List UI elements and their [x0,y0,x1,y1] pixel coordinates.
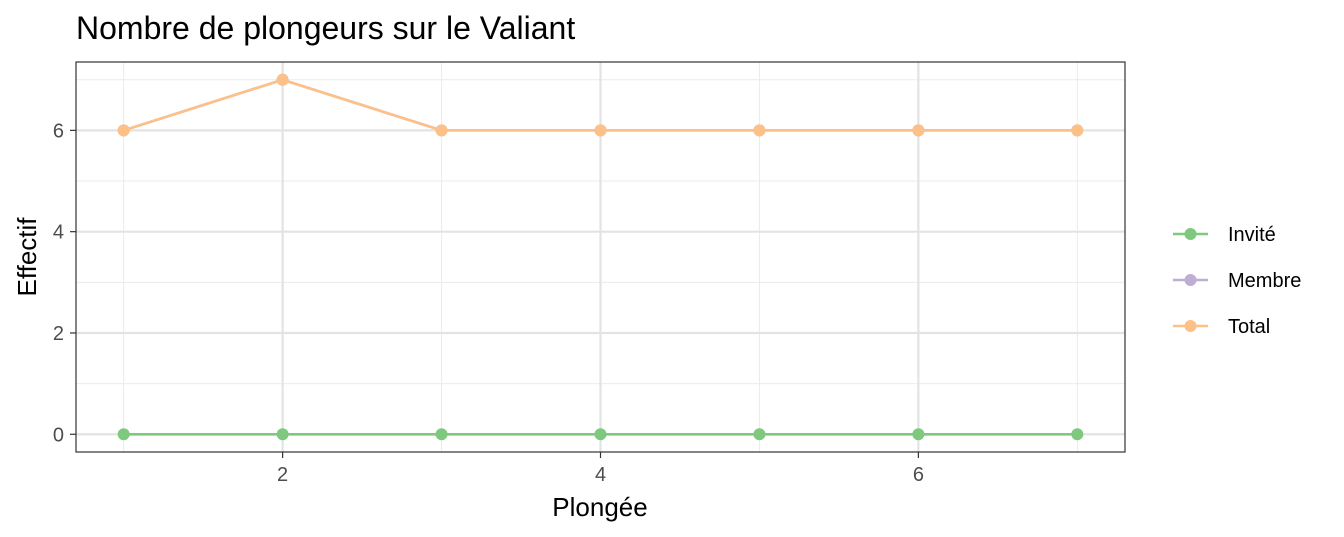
legend-item: Invité [1173,224,1276,246]
series-layer [117,73,1084,441]
x-tick-label: 4 [595,464,606,486]
data-point [117,428,130,441]
y-tick-label: 4 [53,222,64,244]
y-axis-title: Effectif [12,217,42,297]
legend: Invité Membre Total [1173,224,1301,338]
legend-label: Membre [1228,270,1301,292]
data-point [1071,428,1084,441]
data-point [753,124,766,137]
legend-item: Membre [1173,270,1301,292]
data-point [912,124,925,137]
y-axis: 0 2 4 6 [53,120,76,446]
legend-key-point [1184,228,1197,240]
x-tick-label: 6 [913,464,924,486]
y-tick-label: 6 [53,120,64,142]
series-1 [117,428,1084,441]
y-tick-label: 0 [53,424,64,446]
x-tick-label: 2 [277,464,288,486]
data-point [912,428,925,441]
x-axis: 2 4 6 [277,452,924,486]
data-point [594,428,607,441]
x-axis-title: Plongée [552,492,647,522]
legend-key-point [1184,274,1197,286]
data-point [1071,124,1084,137]
legend-item: Total [1173,316,1270,338]
chart-title: Nombre de plongeurs sur le Valiant [76,10,575,46]
data-point [276,73,289,86]
data-point [117,124,130,137]
legend-label: Invité [1228,224,1276,246]
data-point [435,428,448,441]
legend-key-point [1184,320,1197,332]
data-point [435,124,448,137]
series-3 [117,73,1084,137]
data-point [594,124,607,137]
data-point [753,428,766,441]
y-tick-label: 2 [53,323,64,345]
legend-label: Total [1228,316,1270,338]
data-point [276,428,289,441]
